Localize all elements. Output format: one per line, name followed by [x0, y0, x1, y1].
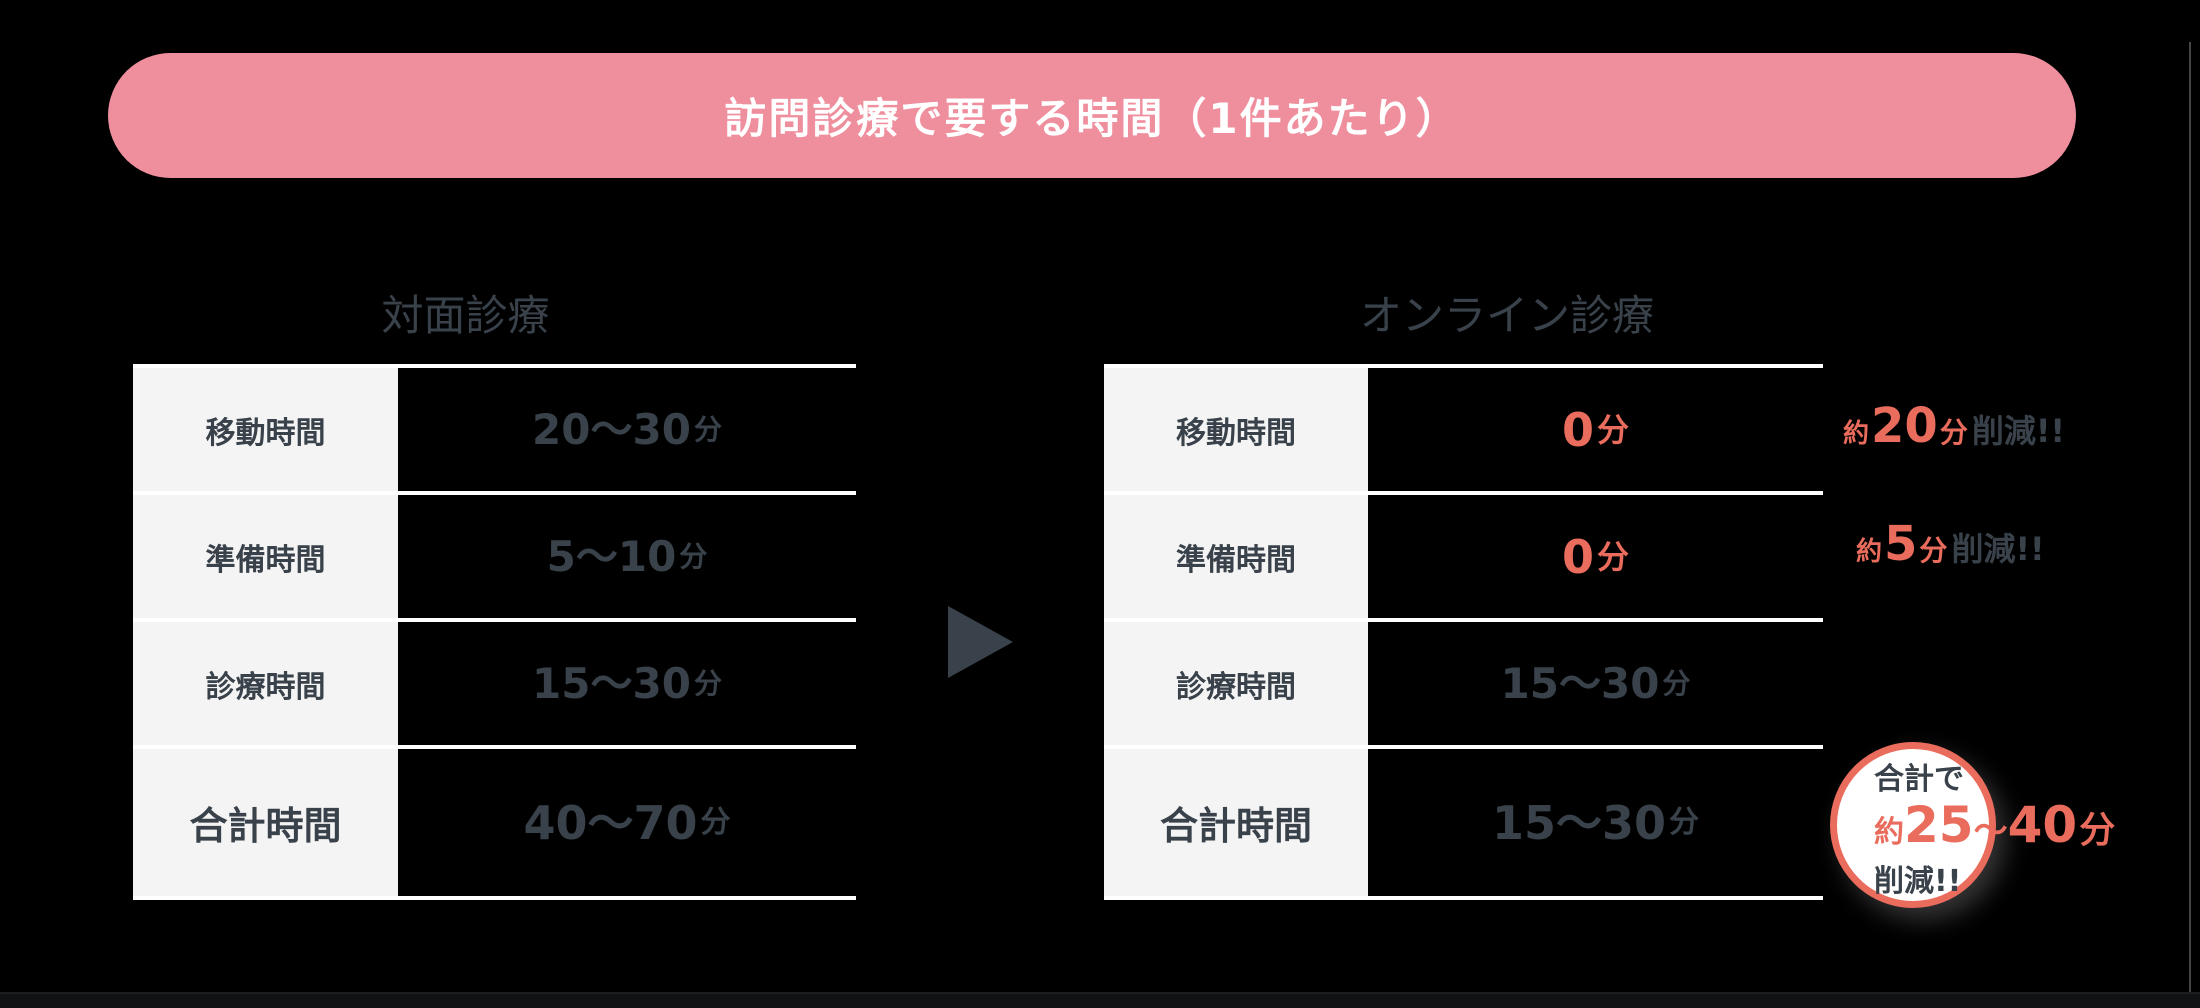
table-row: 準備時間 5〜10 分 — [133, 491, 856, 618]
row-value-unit: 分 — [693, 412, 722, 446]
row-value-cell: 15〜30 分 — [1368, 749, 1823, 896]
table-row: 準備時間 0 分 — [1104, 491, 1823, 618]
reduction-suffix: 削減!! — [1951, 530, 2045, 568]
total-reduction-badge-text: 合計で 約25〜40分 削減!! — [1874, 763, 2115, 899]
reduction-unit: 分 — [1939, 416, 1968, 449]
row-label-cell: 合計時間 — [133, 749, 398, 896]
reduction-suffix: 削減!! — [1971, 412, 2066, 450]
online-table: 移動時間 0 分 準備時間 0 分 診療時間 15〜30 分 — [1104, 364, 1823, 900]
row-label: 診療時間 — [1176, 669, 1296, 705]
row-value: 15〜30 — [532, 658, 691, 708]
row-label-cell: 準備時間 — [133, 495, 398, 618]
row-value: 40〜70 — [523, 795, 698, 850]
row-label: 合計時間 — [1159, 804, 1312, 848]
table-row: 診療時間 15〜30 分 — [1104, 618, 1823, 745]
row-value: 0 — [1561, 529, 1594, 584]
badge-min-to: 40 — [2007, 796, 2078, 854]
reduction-minutes: 20 — [1871, 398, 1938, 454]
row-value-unit: 分 — [1597, 537, 1630, 576]
table-row: 移動時間 20〜30 分 — [133, 364, 856, 491]
reduction-prefix: 約 — [1843, 419, 1870, 449]
badge-min-from: 25 — [1904, 796, 1974, 854]
row-value-cell: 20〜30 分 — [398, 368, 856, 491]
row-label: 移動時間 — [205, 415, 326, 451]
table-row: 移動時間 0 分 — [1104, 364, 1823, 491]
reduction-minutes: 5 — [1884, 516, 1918, 572]
row-label: 移動時間 — [1176, 415, 1296, 451]
row-value-cell: 15〜30 分 — [398, 622, 856, 745]
row-value: 5〜10 — [546, 531, 677, 581]
face-to-face-table: 移動時間 20〜30 分 準備時間 5〜10 分 診療時間 15〜30 分 — [133, 364, 856, 900]
row-value-unit: 分 — [693, 666, 722, 700]
reduction-unit: 分 — [1919, 534, 1948, 567]
row-value-unit: 分 — [1662, 666, 1691, 700]
row-value-cell: 0 分 — [1368, 368, 1823, 491]
row-label-cell: 診療時間 — [1104, 622, 1368, 745]
reduction-note-travel: 約 20 分 削減!! — [1843, 398, 2065, 454]
row-label: 準備時間 — [1176, 542, 1296, 578]
row-label-cell: 移動時間 — [1104, 368, 1368, 491]
right-edge-scrollbar[interactable] — [2189, 42, 2191, 992]
row-value-cell: 5〜10 分 — [398, 495, 856, 618]
reduction-prefix: 約 — [1856, 537, 1883, 567]
reduction-note-preparation: 約 5 分 削減!! — [1856, 516, 2045, 572]
row-label-cell: 合計時間 — [1104, 749, 1368, 896]
badge-line1: 合計で — [1874, 762, 1964, 797]
total-reduction-badge-circle — [1830, 742, 1996, 908]
row-label-cell: 移動時間 — [133, 368, 398, 491]
row-value-cell: 40〜70 分 — [398, 749, 856, 896]
badge-tilde: 〜 — [1973, 811, 2008, 851]
row-value-unit: 分 — [700, 804, 731, 840]
badge-prefix: 約 — [1874, 815, 1904, 850]
row-label-cell: 準備時間 — [1104, 495, 1368, 618]
bottom-edge-bar — [0, 992, 2200, 1008]
row-value: 15〜30 — [1491, 795, 1667, 850]
table-row-total: 合計時間 40〜70 分 — [133, 745, 856, 896]
badge-unit: 分 — [2079, 810, 2116, 851]
table-row-total: 合計時間 15〜30 分 — [1104, 745, 1823, 896]
row-value-cell: 0 分 — [1368, 495, 1823, 618]
header-banner: 訪問診療で要する時間（1件あたり） — [108, 53, 2076, 178]
row-value-unit: 分 — [679, 539, 708, 573]
right-table-title: オンライン診療 — [1359, 291, 1654, 340]
row-value-unit: 分 — [1597, 410, 1630, 449]
left-table-title: 対面診療 — [381, 291, 550, 340]
right-arrow-icon — [948, 606, 1013, 678]
row-value: 0 — [1561, 402, 1594, 457]
row-label: 合計時間 — [189, 804, 342, 848]
row-value-unit: 分 — [1669, 804, 1700, 840]
page-title: 訪問診療で要する時間（1件あたり） — [724, 94, 1460, 143]
badge-line3: 削減!! — [1874, 864, 1962, 899]
row-value-cell: 15〜30 分 — [1368, 622, 1823, 745]
row-value: 15〜30 — [1500, 658, 1660, 708]
badge-line2: 約25〜40分 — [1874, 799, 2115, 863]
row-label: 診療時間 — [205, 669, 326, 705]
row-value: 20〜30 — [532, 404, 691, 454]
table-row: 診療時間 15〜30 分 — [133, 618, 856, 745]
row-label-cell: 診療時間 — [133, 622, 398, 745]
row-label: 準備時間 — [205, 542, 326, 578]
